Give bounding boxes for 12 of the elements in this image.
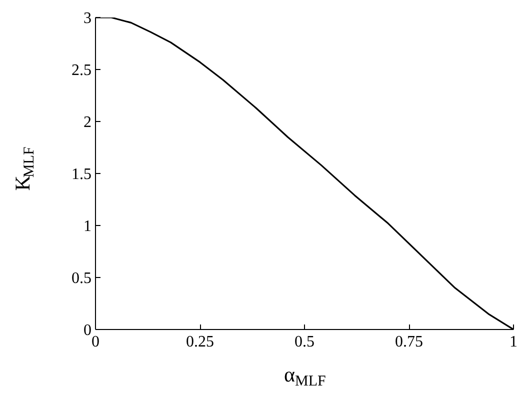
x-tick-label: 0.75 bbox=[395, 334, 423, 350]
y-tick-label: 1.5 bbox=[72, 166, 92, 183]
y-tick-label: 3 bbox=[84, 10, 92, 27]
x-tick-label: 1 bbox=[510, 334, 518, 350]
y-axis-title: KMLF bbox=[10, 146, 38, 191]
y-tick-label: 0.5 bbox=[72, 270, 92, 287]
y-tick-label: 0 bbox=[84, 322, 92, 339]
x-tick-label: 0.25 bbox=[186, 334, 214, 350]
y-tick-label: 2.5 bbox=[72, 62, 92, 79]
y-tick-label: 1 bbox=[84, 218, 92, 235]
x-tick-label: 0.5 bbox=[294, 334, 314, 350]
y-tick-label: 2 bbox=[84, 114, 92, 131]
